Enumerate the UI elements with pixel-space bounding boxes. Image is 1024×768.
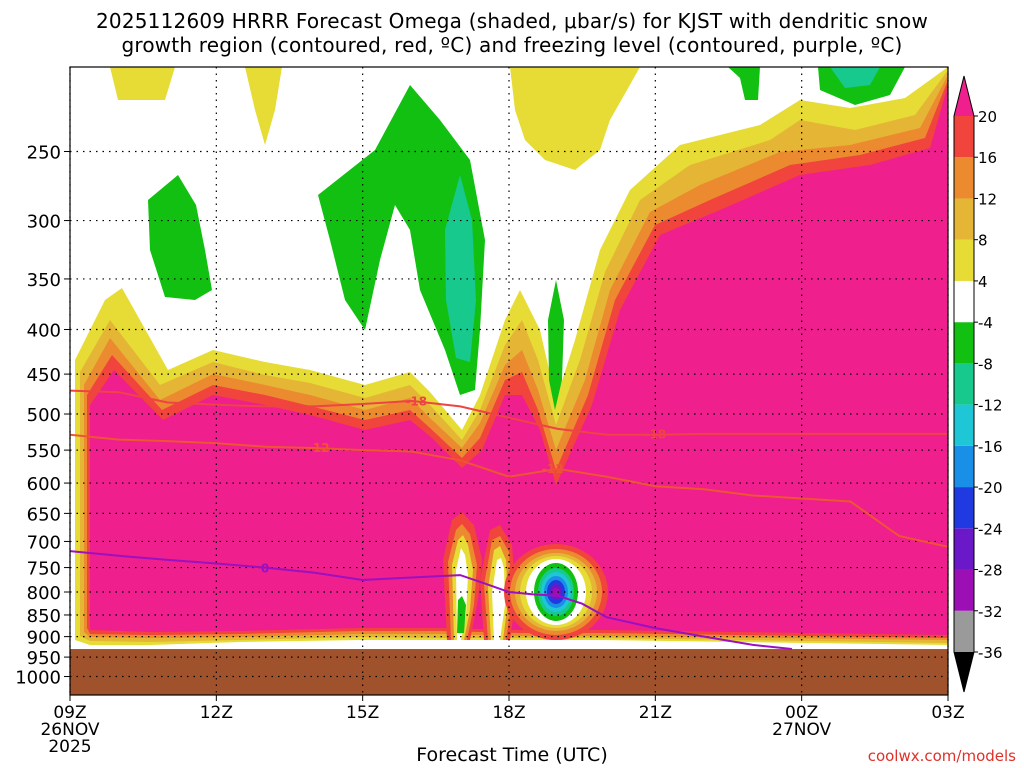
- y-tick-label-450: 450: [27, 365, 61, 386]
- omega-upper-yellow-3: [510, 67, 640, 170]
- contour--12: [69, 433, 949, 548]
- colorbar: -36 -32 -28 -24 -20 -16 -12 -8 -4 4 8 12 16 20: [953, 75, 1003, 693]
- omega-band-4: [90, 85, 948, 635]
- omega-green-2: [318, 85, 485, 395]
- y-tick-label-950: 950: [27, 648, 61, 669]
- chart-title-line-2: growth region (contoured, red, ºC) and f…: [121, 33, 903, 57]
- colorbar-bin-3: [954, 528, 974, 570]
- omega-green-1: [148, 175, 212, 300]
- colorbar-label-12: 16: [978, 149, 997, 167]
- colorbar-label-4: -20: [978, 479, 1003, 497]
- colorbar-bin-12: [954, 157, 974, 199]
- y-tick-label-1000: 1000: [15, 668, 61, 689]
- contour-label--18-0: -18: [405, 395, 427, 409]
- source-credit[interactable]: coolwx.com/models: [867, 747, 1016, 765]
- omega-teal-2: [830, 67, 880, 88]
- contour-0: [69, 550, 793, 650]
- y-tick-label-850: 850: [27, 606, 61, 627]
- x-tick-label-12: 21Z: [639, 703, 672, 723]
- omega-shading: [70, 67, 948, 695]
- contour-label--12-0: -12: [308, 441, 330, 455]
- colorbar-bin-8: [954, 322, 974, 364]
- y-tick-label-600: 600: [27, 474, 61, 495]
- y-tick-label-250: 250: [27, 143, 61, 164]
- colorbar-label-5: -16: [978, 438, 1003, 456]
- x-tick-date-15: 27NOV: [772, 720, 831, 740]
- x-tick-year-0: 2025: [48, 737, 91, 757]
- y-tick-label-300: 300: [27, 212, 61, 233]
- x-tick-label-6: 15Z: [346, 703, 379, 723]
- omega-blob-ring-11: [552, 588, 560, 596]
- colorbar-bin-10: [954, 239, 974, 281]
- contour-label-0-0: 0: [261, 562, 269, 576]
- colorbar-label-7: -8: [978, 355, 993, 373]
- omega-green-4: [728, 67, 760, 100]
- colorbar-label-11: 12: [978, 190, 997, 208]
- y-axis-ticks: 2503003504004505005506006507007508008509…: [15, 143, 70, 689]
- contour-label--12-1: -12: [542, 462, 564, 476]
- colorbar-bin-5: [954, 445, 974, 488]
- colorbar-bin-7: [954, 363, 974, 405]
- omega-green-3: [548, 280, 564, 410]
- omega-upper-yellow-1: [110, 67, 175, 100]
- omega-teal-1: [445, 175, 476, 362]
- y-tick-label-500: 500: [27, 405, 61, 426]
- contour-lines: -18 -18 -12 -12 0: [69, 389, 949, 650]
- colorbar-bin-1: [954, 610, 974, 652]
- chart-title-line-1: 2025112609 HRRR Forecast Omega (shaded, …: [95, 9, 929, 33]
- y-tick-label-550: 550: [27, 441, 61, 462]
- colorbar-label-13: 20: [978, 108, 997, 126]
- colorbar-label-1: -32: [978, 603, 1003, 621]
- x-tick-label-3: 12Z: [200, 703, 233, 723]
- colorbar-bin-14: [954, 76, 974, 116]
- colorbar-bin-4: [954, 487, 974, 529]
- colorbar-bin-2: [954, 569, 974, 611]
- x-tick-label-9: 18Z: [492, 703, 525, 723]
- x-tick-label-0: 09Z: [53, 703, 86, 723]
- omega-upper-yellow-2: [245, 67, 282, 145]
- x-axis-title: Forecast Time (UTC): [416, 744, 608, 766]
- y-tick-label-400: 400: [27, 321, 61, 342]
- x-tick-label-15: 00Z: [785, 703, 818, 723]
- colorbar-label-6: -12: [978, 397, 1003, 415]
- colorbar-label-10: 8: [978, 232, 988, 250]
- colorbar-bin-9: [954, 280, 974, 323]
- y-tick-label-650: 650: [27, 504, 61, 525]
- y-tick-label-900: 900: [27, 628, 61, 649]
- colorbar-label-8: -4: [978, 314, 993, 332]
- y-tick-label-800: 800: [27, 583, 61, 604]
- omega-gap2-white: [492, 558, 505, 640]
- contour--18: [69, 389, 948, 436]
- y-tick-label-350: 350: [27, 270, 61, 291]
- contour-label--18-1: -18: [644, 428, 666, 442]
- colorbar-label-0: -36: [978, 644, 1003, 662]
- x-tick-label-18: 03Z: [931, 703, 964, 723]
- x-tick-date-0: 26NOV: [40, 720, 99, 740]
- colorbar-label-3: -24: [978, 520, 1003, 538]
- colorbar-bin-11: [954, 198, 974, 240]
- colorbar-bin-6: [954, 404, 974, 446]
- y-tick-label-700: 700: [27, 532, 61, 553]
- colorbar-label-2: -28: [978, 562, 1003, 580]
- colorbar-bin-0: [954, 652, 974, 692]
- colorbar-bin-13: [954, 116, 974, 158]
- colorbar-label-9: 4: [978, 273, 988, 291]
- y-tick-label-750: 750: [27, 559, 61, 580]
